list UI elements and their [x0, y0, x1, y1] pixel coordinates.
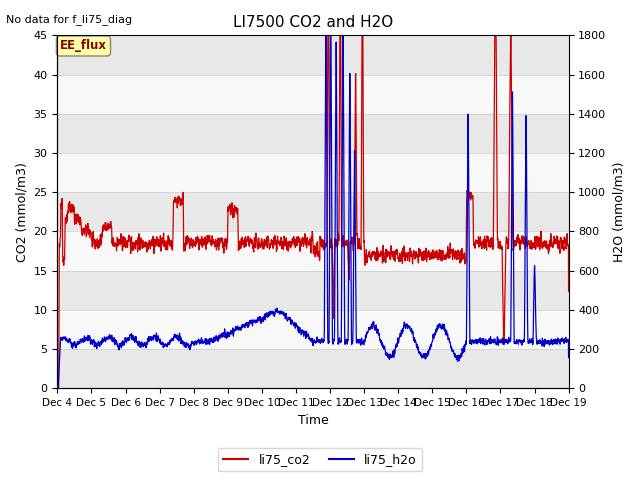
Y-axis label: H2O (mmol/m3): H2O (mmol/m3) — [612, 162, 625, 262]
Text: EE_flux: EE_flux — [60, 39, 107, 52]
Text: No data for f_li75_diag: No data for f_li75_diag — [6, 14, 132, 25]
Bar — [58, 271, 568, 310]
Bar — [58, 114, 568, 153]
Bar — [58, 310, 568, 349]
Bar — [58, 74, 568, 114]
Bar — [58, 231, 568, 271]
Bar — [58, 349, 568, 388]
Bar — [58, 36, 568, 74]
Y-axis label: CO2 (mmol/m3): CO2 (mmol/m3) — [15, 162, 28, 262]
Bar — [58, 192, 568, 231]
Legend: li75_co2, li75_h2o: li75_co2, li75_h2o — [218, 448, 422, 471]
X-axis label: Time: Time — [298, 414, 328, 427]
Title: LI7500 CO2 and H2O: LI7500 CO2 and H2O — [233, 15, 393, 30]
Bar — [58, 153, 568, 192]
